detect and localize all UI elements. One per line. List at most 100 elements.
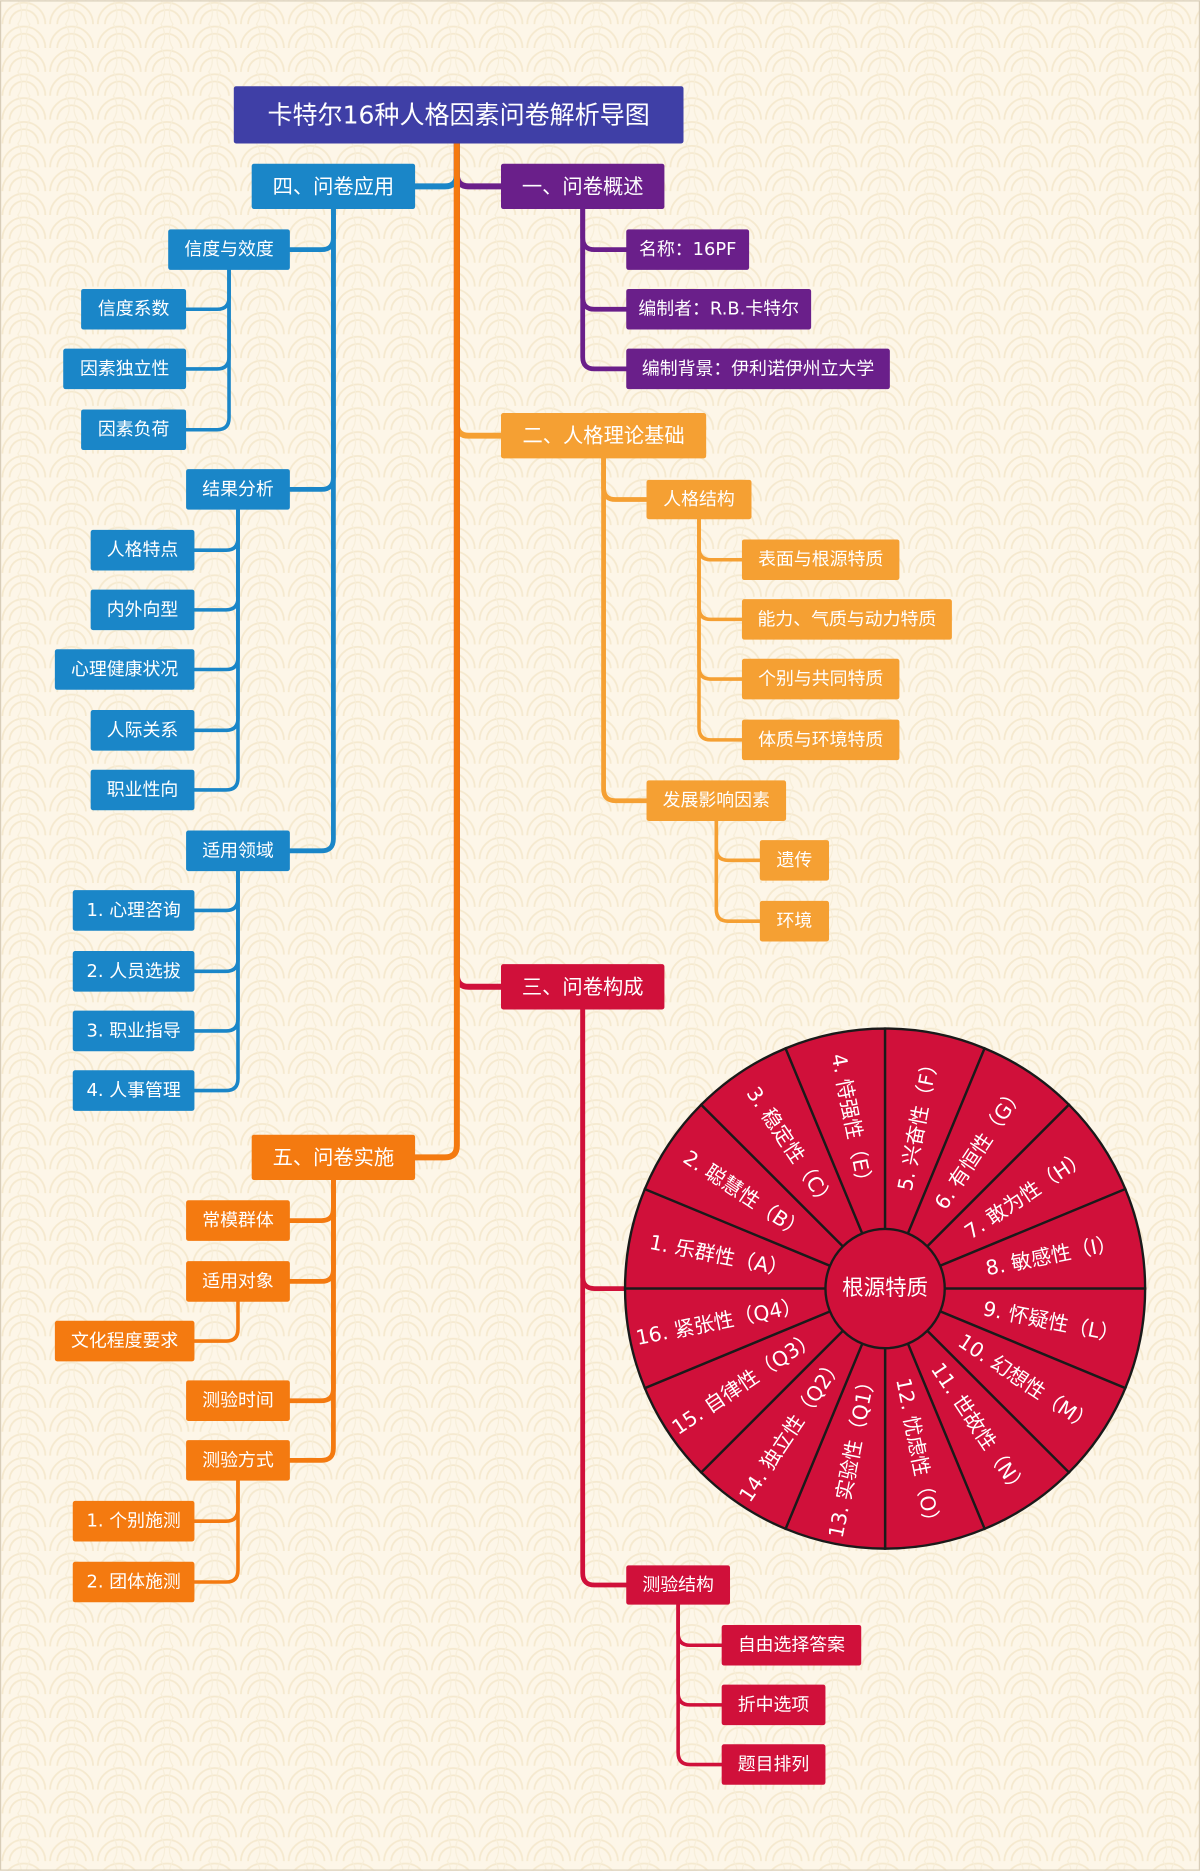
topic-box: [90, 769, 195, 811]
topic-box: [72, 890, 195, 931]
topic: 测验结构: [642, 1575, 714, 1596]
topic: 信度与效度: [184, 239, 273, 260]
topic: 个别与共同特质: [758, 669, 883, 690]
topic-box: [741, 658, 900, 700]
topic-box: [186, 1440, 290, 1481]
topic: 适用领域: [202, 840, 274, 861]
topic-box: [186, 1261, 290, 1302]
topic: 编制者：R.B.卡特尔: [638, 299, 799, 320]
topic-box: [186, 830, 290, 872]
topic: 测验时间: [202, 1390, 274, 1411]
topic-box: [721, 1624, 862, 1666]
topic-box: [721, 1684, 826, 1726]
topic: 自由选择答案: [738, 1635, 845, 1656]
topic-box: [646, 780, 787, 821]
topic-box: [72, 1010, 195, 1052]
topic: 人际关系: [107, 720, 178, 741]
topic-box: [721, 1744, 826, 1785]
topic: 能力、气质与动力特质: [758, 609, 937, 630]
topic: 名称：16PF: [639, 239, 736, 260]
branch: 三、问卷构成: [522, 975, 644, 999]
topic: 折中选项: [738, 1694, 810, 1715]
branch-box: [500, 163, 665, 210]
topic-box: [626, 288, 812, 330]
connector: [287, 206, 336, 854]
topic-box: [72, 1561, 195, 1603]
topic-box: [168, 229, 290, 270]
title-box: [233, 86, 684, 144]
topic-box: [646, 479, 752, 520]
topic-box: [72, 951, 195, 992]
topic: 文化程度要求: [71, 1331, 178, 1352]
topic-box: [626, 229, 750, 270]
topic: 适用对象: [202, 1271, 274, 1292]
topic-box: [741, 719, 900, 761]
connector: [287, 1177, 336, 1463]
topic: 常模群体: [202, 1210, 274, 1231]
branch: 五、问卷实施: [273, 1145, 395, 1169]
connector: [192, 1299, 240, 1343]
connector: [697, 517, 744, 742]
topic: 发展影响因素: [663, 790, 770, 811]
connector: [580, 1007, 629, 1588]
connector: [184, 268, 231, 432]
wheel-center-label: 根源特质: [842, 1276, 928, 1301]
topic-box: [90, 710, 195, 751]
branch-box: [500, 413, 707, 459]
topic-box: [626, 1565, 731, 1605]
topic: 因素负荷: [98, 419, 169, 440]
connectors: [184, 140, 762, 1767]
connector: [601, 455, 649, 804]
topic: 题目排列: [738, 1754, 810, 1775]
connector: [192, 507, 240, 792]
connector: [714, 819, 762, 923]
topic: 信度系数: [98, 299, 170, 320]
topic-box: [54, 649, 195, 690]
topic: 人格特点: [107, 540, 178, 561]
topic: 3. 职业指导: [86, 1020, 180, 1041]
topic-box: [759, 840, 830, 881]
topic-box: [54, 1320, 195, 1362]
title: 卡特尔16种人格因素问卷解析导图: [267, 100, 649, 129]
topic: 2. 人员选拔: [86, 961, 180, 982]
branch-box: [251, 163, 416, 210]
topic-box: [741, 599, 952, 640]
topic: 4. 人事管理: [86, 1080, 180, 1101]
connector: [676, 1602, 724, 1767]
topic: 遗传: [777, 850, 813, 871]
topic: 2. 团体施测: [86, 1572, 180, 1593]
topic-box: [90, 529, 195, 571]
topic: 结果分析: [202, 479, 274, 500]
topic-box: [186, 1200, 290, 1241]
connector: [580, 206, 629, 372]
topic: 体质与环境特质: [758, 729, 883, 750]
topic: 环境: [777, 911, 813, 932]
topic-box: [72, 1070, 195, 1111]
topic-box: [81, 409, 187, 451]
topic: 人格结构: [663, 489, 735, 510]
branch-box: [500, 964, 665, 1010]
topic: 因素独立性: [80, 358, 169, 379]
topic-box: [90, 589, 195, 631]
topic-box: [186, 469, 290, 510]
branch: 一、问卷概述: [522, 174, 644, 198]
branch-box: [251, 1134, 416, 1181]
topic-box: [626, 348, 890, 390]
topic: 心理健康状况: [71, 659, 178, 680]
connector: [192, 869, 240, 1093]
connector: [412, 140, 460, 1161]
topic-box: [81, 288, 187, 330]
topic: 编制背景：伊利诺伊州立大学: [642, 358, 874, 379]
topic: 1. 心理咨询: [86, 900, 180, 921]
branch: 二、人格理论基础: [523, 424, 685, 448]
topic: 内外向型: [107, 599, 178, 620]
branch: 四、问卷应用: [273, 174, 395, 198]
topic-box: [72, 1500, 195, 1542]
wheel-segment: [623, 1287, 886, 1390]
topic-box: [759, 900, 830, 942]
